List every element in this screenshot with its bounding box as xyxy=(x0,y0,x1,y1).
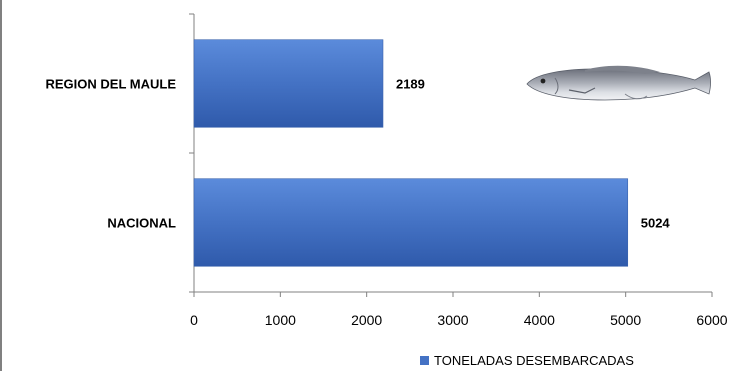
legend-label: TONELADAS DESEMBARCADAS xyxy=(434,353,634,368)
legend-swatch xyxy=(420,356,429,365)
x-tick-label: 2000 xyxy=(351,312,382,328)
x-tick-label: 4000 xyxy=(524,312,555,328)
data-label: 5024 xyxy=(641,216,671,231)
category-label: REGION DEL MAULE xyxy=(46,77,177,92)
x-tick-label: 0 xyxy=(190,312,198,328)
legend: TONELADAS DESEMBARCADAS xyxy=(420,353,634,368)
x-tick-label: 6000 xyxy=(696,312,727,328)
labels: 0 1000 2000 3000 4000 5000 6000 REGION DEL MAUL… xyxy=(46,77,728,329)
bars xyxy=(193,39,629,267)
bar xyxy=(193,39,384,128)
data-label: 2189 xyxy=(396,77,425,92)
hake-fish-illustration xyxy=(526,65,711,101)
category-label: NACIONAL xyxy=(107,216,176,231)
bar xyxy=(193,178,629,267)
x-tick-label: 1000 xyxy=(265,312,296,328)
x-tick-label: 3000 xyxy=(437,312,468,328)
x-tick-label: 5000 xyxy=(610,312,641,328)
